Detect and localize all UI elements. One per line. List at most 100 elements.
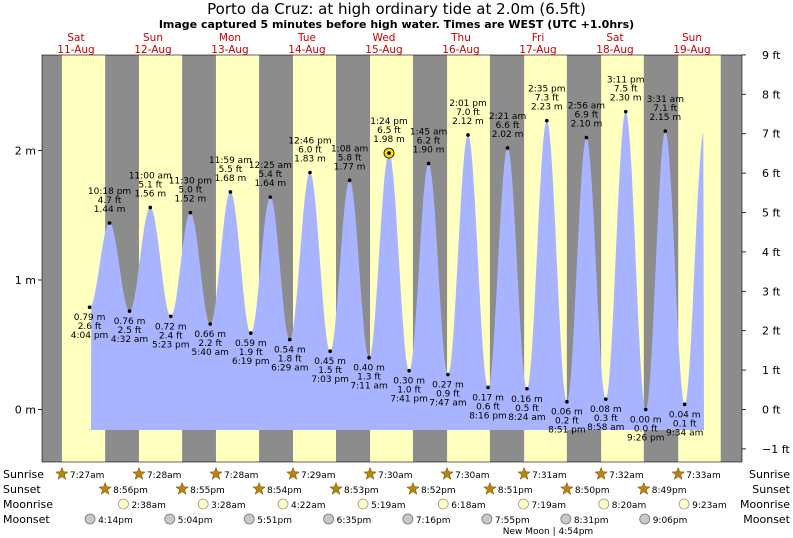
tide-ft-label: 7.5 ft xyxy=(614,85,638,95)
sunset-time: 8:50pm xyxy=(575,486,610,496)
tide-ft-label: 0.2 ft xyxy=(555,417,579,427)
moonrise-icon xyxy=(277,498,289,510)
tide-point xyxy=(407,368,411,373)
tide-m-label: 2.10 m xyxy=(571,120,603,130)
moonset-icon xyxy=(639,513,651,525)
tide-m-label: 2.30 m xyxy=(610,94,642,104)
sunrise-icon xyxy=(132,466,146,480)
tide-ft-label: 0.0 ft xyxy=(634,425,658,435)
tide-ft-label: 2.5 ft xyxy=(118,326,142,336)
sunrise-icon xyxy=(286,466,300,480)
moonset-icon xyxy=(323,513,335,525)
sunset-icon xyxy=(636,481,651,495)
sunrise-time: 7:30am xyxy=(378,471,413,481)
tide-ft-label: 0.1 ft xyxy=(673,419,697,429)
tide-time-label: 11:00 am xyxy=(129,171,172,181)
chart-title: Porto da Cruz: at high ordinary tide at … xyxy=(207,0,586,18)
tide-m-label: 2.02 m xyxy=(492,130,524,140)
day-of-week-label: Sun xyxy=(143,32,163,44)
moonset-icon xyxy=(243,513,255,525)
tide-time-label: 3:31 am xyxy=(647,95,684,105)
moonrise-time: 3:28am xyxy=(211,501,246,511)
sunrise-time: 7:27am xyxy=(70,471,105,481)
y-tick-label-ft: 6 ft xyxy=(762,167,781,180)
tide-time-label: 7:03 pm xyxy=(311,375,349,385)
moonset-time: 7:16pm xyxy=(416,516,451,526)
moonrise-icon xyxy=(197,498,209,510)
sunrise-icon xyxy=(363,466,377,480)
tide-ft-label: 7.1 ft xyxy=(653,104,677,114)
tide-point xyxy=(623,109,628,114)
tide-time-label: 2:01 pm xyxy=(449,99,487,109)
tide-ft-label: 0.5 ft xyxy=(515,404,539,414)
tide-point xyxy=(87,305,92,309)
chart-subtitle: Image captured 5 minutes before high wat… xyxy=(158,18,635,31)
moonset-time: 8:31pm xyxy=(574,516,609,526)
sunrise-icon xyxy=(55,466,69,480)
tide-m-label: 1.77 m xyxy=(334,162,366,172)
moonset-icon xyxy=(560,513,572,525)
tide-m-label: 0.72 m xyxy=(155,322,187,332)
tide-point xyxy=(347,178,352,183)
tide-time-label: 2:56 am xyxy=(568,102,605,112)
row-label-moonrise-right: Moonrise xyxy=(740,498,790,511)
tide-point xyxy=(168,314,173,319)
tide-ft-label: 6.5 ft xyxy=(377,126,401,136)
day-of-week-label: Fri xyxy=(532,32,545,44)
tide-m-label: 1.90 m xyxy=(413,145,445,155)
tide-time-label: 9:26 pm xyxy=(627,434,665,444)
tide-m-label: 0.06 m xyxy=(551,408,583,418)
tide-point xyxy=(643,407,648,412)
tide-m-label: 2.23 m xyxy=(531,103,563,113)
tide-m-label: 0.30 m xyxy=(393,377,425,387)
tide-point xyxy=(505,146,510,150)
moonrise-icon xyxy=(518,498,529,510)
moonrise-time: 4:22am xyxy=(291,501,326,511)
date-label: 18-Aug xyxy=(596,44,633,56)
tide-ft-label: 2.2 ft xyxy=(198,339,222,349)
tide-time-label: 11:59 am xyxy=(209,156,252,166)
sunrise-icon xyxy=(440,466,454,480)
day-of-week-label: Sun xyxy=(682,32,702,44)
sunset-time: 8:55pm xyxy=(190,486,225,496)
y-tick-label-ft: 9 ft xyxy=(762,49,781,62)
tide-ft-label: 1.9 ft xyxy=(239,348,263,358)
tide-time-label: 7:11 am xyxy=(350,382,387,392)
tide-m-label: 1.64 m xyxy=(255,179,287,189)
moonset-icon xyxy=(84,513,96,525)
date-label: 15-Aug xyxy=(365,44,402,56)
moonrise-time: 5:19am xyxy=(371,501,406,511)
tide-m-label: 0.16 m xyxy=(511,395,543,405)
tide-ft-label: 7.0 ft xyxy=(456,108,480,118)
tide-m-label: 0.27 m xyxy=(432,381,464,391)
tide-time-label: 2:21 am xyxy=(489,112,526,122)
tide-m-label: 1.44 m xyxy=(94,205,126,215)
row-label-sunset-right: Sunset xyxy=(752,483,790,496)
tide-point xyxy=(248,331,253,335)
tide-point xyxy=(446,372,450,377)
tide-ft-label: 6.9 ft xyxy=(575,111,599,121)
y-tick-label-m: 2 m xyxy=(15,145,36,158)
tide-ft-label: 2.6 ft xyxy=(78,322,102,332)
row-label-moonset-right: Moonset xyxy=(743,513,790,526)
new-moon-label: New Moon | 4:54pm xyxy=(503,527,593,537)
tide-point xyxy=(663,129,668,133)
day-of-week-label: Sat xyxy=(606,32,623,44)
sunset-icon xyxy=(175,481,189,495)
tide-point xyxy=(188,210,193,215)
moonset-icon xyxy=(481,513,493,525)
tide-ft-label: 5.1 ft xyxy=(138,180,162,190)
tide-time-label: 8:24 am xyxy=(508,413,545,423)
tide-ft-label: 5.4 ft xyxy=(258,170,282,180)
tide-time-label: 12:25 am xyxy=(249,161,292,171)
tide-m-label: 1.98 m xyxy=(373,135,405,145)
tide-point xyxy=(287,337,292,342)
tide-time-label: 1:08 am xyxy=(331,144,368,154)
tide-point xyxy=(367,355,371,360)
row-label-moonset: Moonset xyxy=(3,513,50,526)
tide-point xyxy=(268,195,273,199)
tide-ft-label: 0.6 ft xyxy=(476,402,500,412)
tide-m-label: 0.59 m xyxy=(235,339,267,349)
